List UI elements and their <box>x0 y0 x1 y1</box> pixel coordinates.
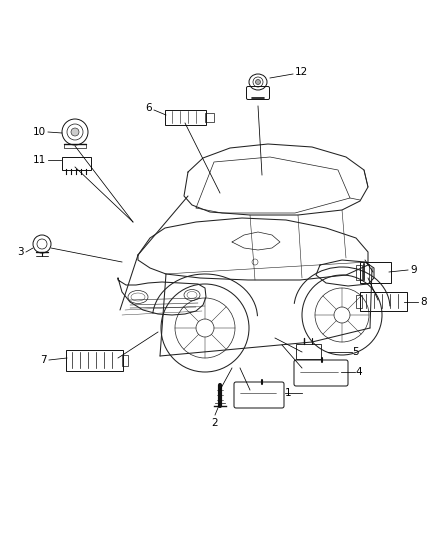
Text: 8: 8 <box>420 297 427 307</box>
Circle shape <box>71 128 79 136</box>
Text: 2: 2 <box>212 418 218 428</box>
Text: 3: 3 <box>18 247 24 257</box>
Text: 5: 5 <box>352 347 359 357</box>
Text: 11: 11 <box>33 155 46 165</box>
Text: 1: 1 <box>285 388 292 398</box>
Text: 6: 6 <box>145 103 152 113</box>
Text: 10: 10 <box>33 127 46 137</box>
Text: 12: 12 <box>295 67 308 77</box>
Ellipse shape <box>255 79 261 85</box>
Text: 9: 9 <box>410 265 417 275</box>
Text: 4: 4 <box>355 367 362 377</box>
Text: 7: 7 <box>40 355 47 365</box>
